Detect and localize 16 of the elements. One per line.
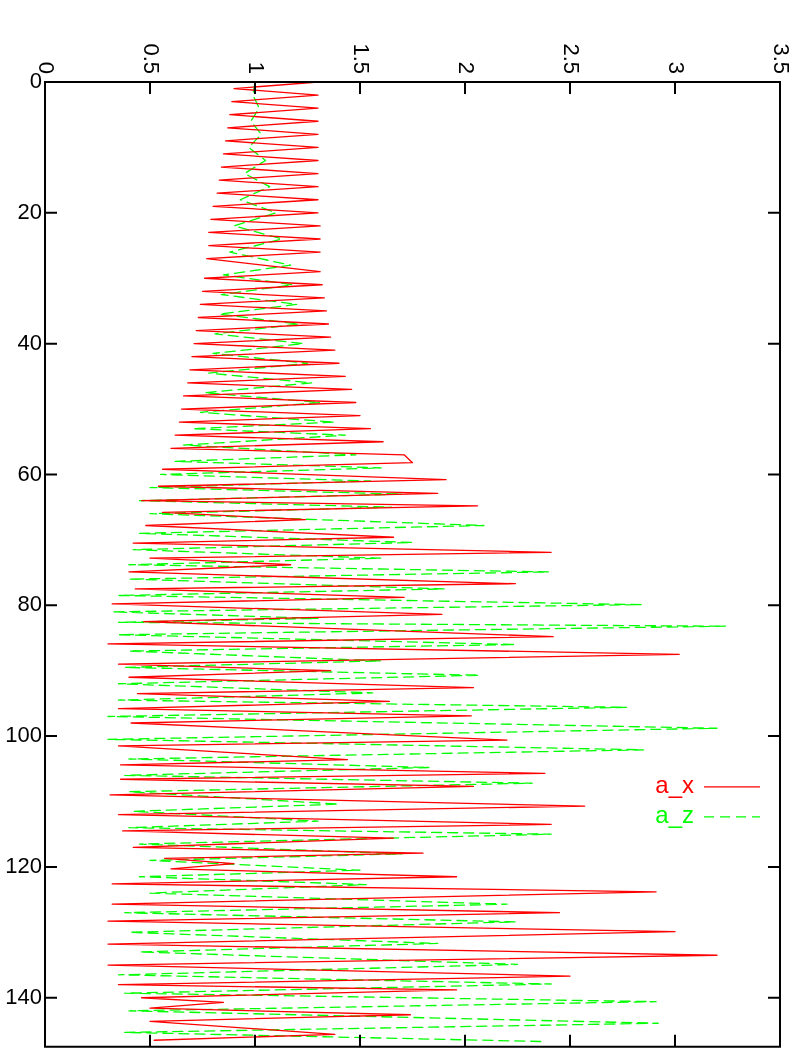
x-tick-label: 3: [663, 61, 689, 74]
y-tick-label: 140: [5, 983, 42, 1009]
x-tick-label: 1.5: [348, 43, 374, 74]
y-tick-label: 60: [17, 460, 42, 486]
legend-label: a_z: [655, 801, 694, 829]
y-tick-label: 100: [5, 722, 42, 748]
y-tick-label: 80: [17, 591, 42, 617]
x-tick-label: 0.5: [138, 43, 164, 74]
x-tick-label: 3.5: [768, 43, 794, 74]
y-tick-label: 20: [17, 198, 42, 224]
x-tick-label: 2: [453, 61, 479, 74]
x-tick-label: 1: [243, 61, 269, 74]
x-tick-label: 2.5: [558, 43, 584, 74]
y-tick-label: 120: [5, 852, 42, 878]
legend-label: a_x: [655, 771, 694, 799]
y-tick-label: 40: [17, 329, 42, 355]
